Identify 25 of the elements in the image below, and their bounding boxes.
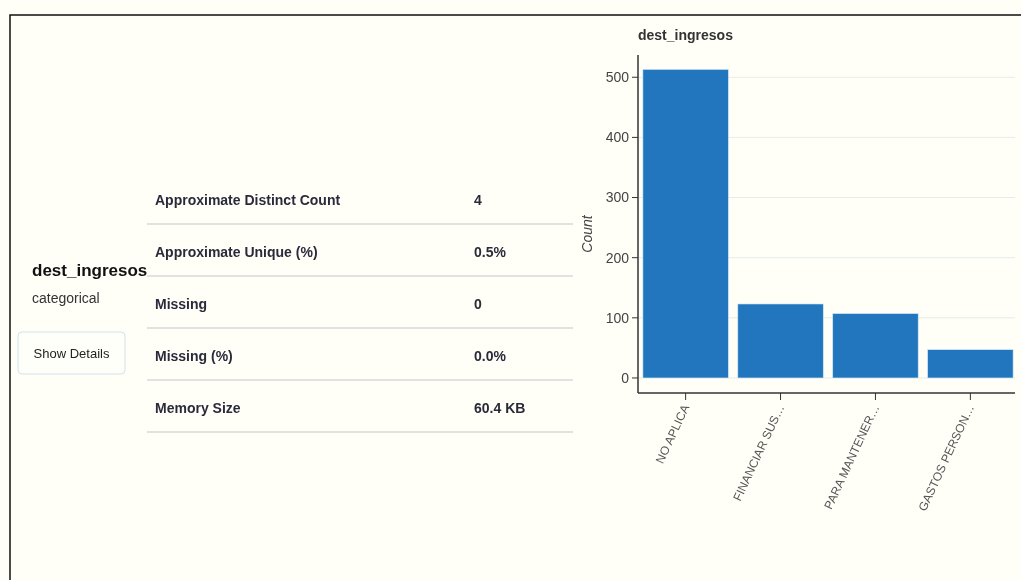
bar: [737, 303, 824, 379]
text: dest_ingresos: [32, 261, 148, 280]
text: 0.0%: [474, 348, 507, 364]
y-tick-label: 100: [605, 309, 630, 326]
text: Missing (%): [155, 348, 233, 364]
text: 0.5%: [474, 244, 507, 260]
text: Approximate Unique (%): [155, 244, 318, 260]
y-tick-label: 200: [605, 249, 630, 266]
text: categorical: [32, 290, 100, 306]
y-tick-label: 500: [605, 69, 630, 86]
bar: [642, 69, 729, 379]
text: Missing: [155, 296, 208, 312]
text: 60.4 KB: [474, 400, 526, 416]
y-tick-label: 300: [605, 189, 630, 206]
text: 0: [474, 296, 482, 312]
y-axis-title: Count: [579, 214, 595, 253]
bar: [832, 313, 919, 379]
text: Memory Size: [155, 400, 241, 416]
show-details-button: Show Details: [17, 331, 126, 375]
chart-title: dest_ingresos: [638, 27, 734, 43]
text: 4: [474, 192, 482, 208]
y-tick-label: 400: [605, 129, 630, 146]
bar: [927, 349, 1014, 379]
text: Approximate Distinct Count: [155, 192, 341, 208]
y-tick-label: 0: [621, 369, 630, 386]
